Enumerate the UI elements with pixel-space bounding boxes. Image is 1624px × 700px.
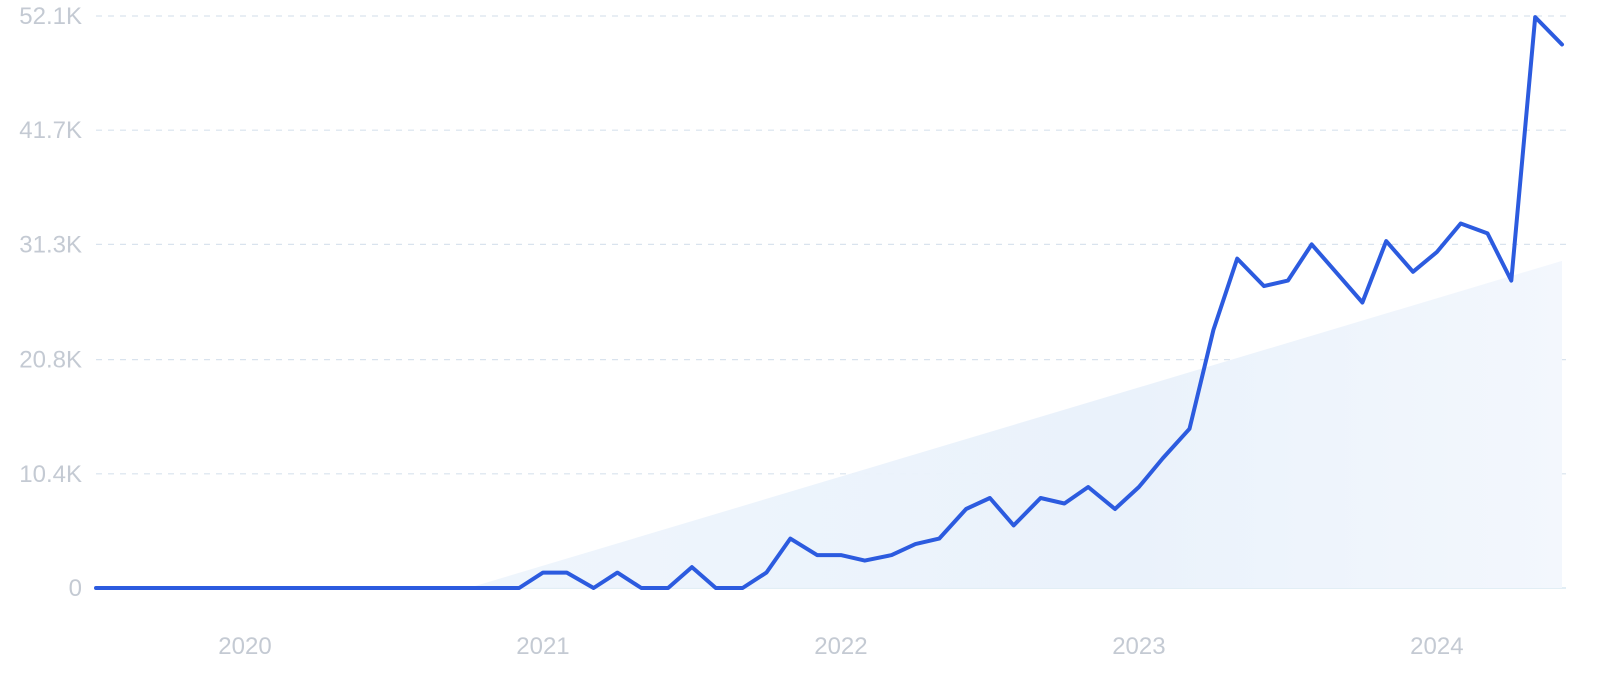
data-point <box>1384 239 1388 243</box>
x-tick-label: 2024 <box>1410 633 1463 660</box>
data-point <box>541 571 545 575</box>
series-group <box>94 15 1564 590</box>
x-tick-label: 2022 <box>814 633 867 660</box>
data-point <box>467 586 471 590</box>
data-point <box>839 553 843 557</box>
data-point <box>1486 231 1490 235</box>
data-point <box>988 496 992 500</box>
data-point <box>517 586 521 590</box>
data-point <box>1113 507 1117 511</box>
data-point <box>1459 222 1463 226</box>
data-point <box>1062 502 1066 506</box>
data-point <box>1137 485 1141 489</box>
trend-area-group <box>468 260 1562 588</box>
series-line <box>94 15 1564 590</box>
data-point <box>1509 279 1513 283</box>
data-point <box>913 542 917 546</box>
data-point <box>1435 250 1439 254</box>
x-tick-label: 2023 <box>1112 633 1165 660</box>
data-point <box>1286 279 1290 283</box>
data-point <box>815 553 819 557</box>
data-point <box>1533 15 1537 19</box>
data-point <box>639 586 643 590</box>
data-point <box>565 571 569 575</box>
data-point <box>1411 270 1415 274</box>
y-tick-label: 20.8K <box>19 347 82 374</box>
data-point <box>863 559 867 563</box>
data-point <box>964 507 968 511</box>
y-axis: 0 10.4K 20.8K 31.3K 41.7K 52.1K <box>19 3 82 602</box>
data-point <box>1188 427 1192 431</box>
data-point <box>1012 523 1016 527</box>
y-tick-label: 52.1K <box>19 3 82 30</box>
data-point <box>1262 284 1266 288</box>
data-point <box>1211 328 1215 332</box>
y-tick-label: 41.7K <box>19 117 82 144</box>
data-point <box>615 571 619 575</box>
data-point <box>1161 456 1165 460</box>
data-point <box>890 553 894 557</box>
data-point <box>1310 242 1314 246</box>
data-point <box>592 586 596 590</box>
y-tick-label: 10.4K <box>19 461 82 488</box>
y-tick-label: 31.3K <box>19 231 82 258</box>
data-point <box>1560 43 1564 47</box>
x-tick-label: 2021 <box>516 633 569 660</box>
data-point <box>1086 485 1090 489</box>
data-point <box>714 586 718 590</box>
data-point <box>666 586 670 590</box>
data-point <box>690 565 694 569</box>
data-point <box>1039 496 1043 500</box>
x-tick-label: 2020 <box>218 633 271 660</box>
trend-area <box>468 260 1562 588</box>
data-point <box>937 537 941 541</box>
data-point <box>788 537 792 541</box>
data-point <box>94 586 98 590</box>
data-point <box>1360 301 1364 305</box>
data-point <box>1235 257 1239 261</box>
data-point <box>741 586 745 590</box>
y-tick-label: 0 <box>69 575 82 602</box>
x-axis: 2020 2021 2022 2023 2024 <box>218 633 1463 660</box>
data-point <box>764 571 768 575</box>
data-point <box>1337 273 1341 277</box>
